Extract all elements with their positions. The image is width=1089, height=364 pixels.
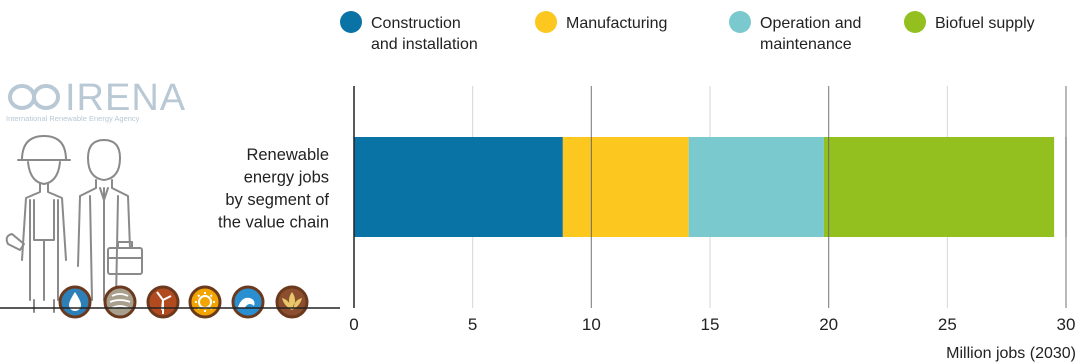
x-tick-label-10: 10 (582, 315, 601, 334)
legend-label: Operation and maintenance (760, 15, 861, 53)
bar-segment-construction-and-installation (354, 137, 563, 237)
x-tick-label-5: 5 (468, 315, 477, 334)
geothermal-icon (103, 285, 137, 319)
legend-item-manufacturing: Manufacturing (535, 11, 667, 33)
legend-label: Construction and installation (371, 15, 478, 53)
legend-item-biofuel-supply: Biofuel supply (904, 11, 1035, 33)
x-axis-title: Million jobs (2030) (946, 345, 1076, 362)
x-tick-label-20: 20 (819, 315, 838, 334)
legend-swatch (535, 11, 557, 33)
legend: Construction and installation Manufacturin… (340, 11, 1035, 53)
bar-segment-biofuel-supply (823, 137, 1055, 237)
x-tick-label-0: 0 (349, 315, 358, 334)
legend-swatch (340, 11, 362, 33)
bar-segment-operation-and-maintenance (688, 137, 824, 237)
worker-man-icon (77, 139, 143, 301)
legend-label: Biofuel supply (935, 15, 1035, 32)
category-label: Renewable energy jobs by segment of the val… (218, 146, 329, 232)
irena-logo: IRENA International Renewable Energy Age… (6, 77, 186, 123)
legend-swatch (729, 11, 751, 33)
bioenergy-leaf-icon (275, 285, 309, 319)
x-tick-label-15: 15 (701, 315, 720, 334)
bars (354, 137, 1067, 237)
x-tick-labels: 0 5 10 15 20 25 30 (349, 315, 1075, 334)
legend-swatch (904, 11, 926, 33)
irena-logo-subtitle: International Renewable Energy Agency (6, 114, 140, 123)
energy-icons (58, 285, 309, 319)
legend-item-construction-and-installation: Construction and installation (340, 11, 478, 53)
irena-logo-icon (8, 84, 60, 110)
sun-icon (188, 285, 222, 319)
hydro-wave-icon (231, 285, 265, 319)
legend-item-operation-and-maintenance: Operation and maintenance (729, 11, 861, 53)
wind-icon (146, 285, 180, 319)
x-tick-label-25: 25 (938, 315, 957, 334)
workers-illustration (5, 135, 143, 313)
worker-woman-icon (5, 135, 71, 313)
legend-label: Manufacturing (566, 15, 667, 32)
water-drop-icon (58, 285, 92, 319)
irena-logo-name: IRENA (65, 77, 186, 119)
bar-segment-manufacturing (562, 137, 689, 237)
x-tick-label-30: 30 (1057, 315, 1076, 334)
